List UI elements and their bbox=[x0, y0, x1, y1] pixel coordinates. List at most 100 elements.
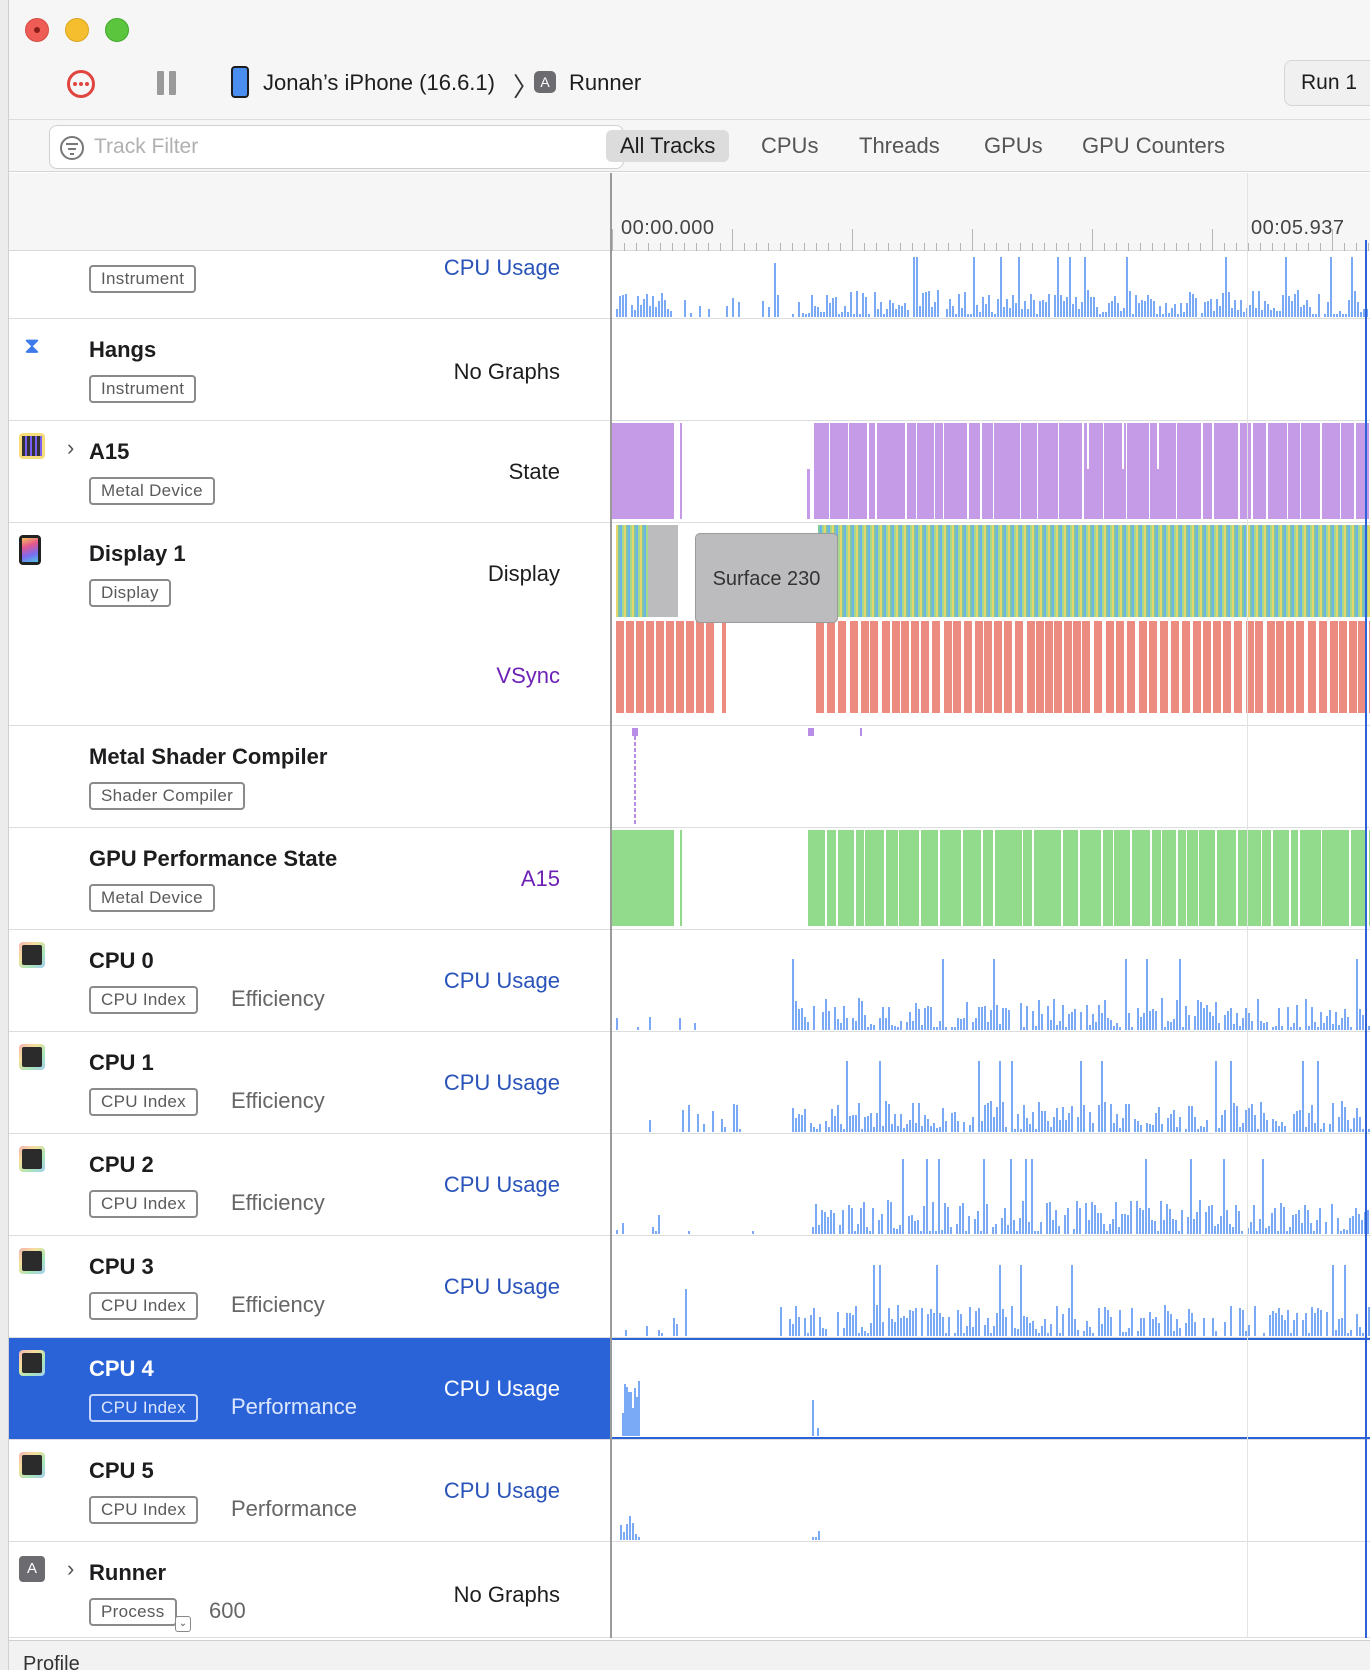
cpu-usage-bar bbox=[993, 1326, 995, 1336]
minimize-window-button[interactable] bbox=[65, 18, 89, 42]
track-filter-input[interactable] bbox=[94, 130, 614, 164]
cpu-usage-bar bbox=[1047, 1121, 1049, 1132]
disclosure-chevron-icon[interactable]: › bbox=[67, 435, 75, 460]
tab-cpus[interactable]: CPUs bbox=[761, 133, 819, 158]
column-splitter[interactable] bbox=[610, 173, 612, 1638]
cpu-usage-bar bbox=[1012, 295, 1014, 317]
playhead-marker[interactable] bbox=[1365, 240, 1367, 1638]
cpu-usage-bar bbox=[1187, 1217, 1189, 1234]
vsync-segment bbox=[827, 621, 835, 713]
track-graph-area[interactable] bbox=[612, 930, 1370, 1031]
vsync-segment bbox=[1073, 621, 1081, 713]
track-row-hangs[interactable]: ⧗ Hangs Instrument No Graphs bbox=[9, 319, 1370, 421]
cpu-usage-bar bbox=[626, 1387, 628, 1436]
track-graph-area[interactable] bbox=[612, 1134, 1370, 1235]
display-frame bbox=[1332, 525, 1334, 617]
track-graph-area[interactable]: Surface 230 bbox=[612, 523, 1370, 725]
close-window-button[interactable] bbox=[25, 18, 49, 42]
cpu-usage-bar bbox=[1057, 257, 1059, 317]
track-graph-area[interactable] bbox=[612, 1440, 1370, 1541]
cpu-usage-bar bbox=[816, 1129, 818, 1132]
track-graph-area[interactable] bbox=[612, 319, 1370, 420]
cpu-usage-bar bbox=[975, 1018, 977, 1030]
cpu-usage-bar bbox=[1179, 1328, 1181, 1336]
cpu-usage-bar bbox=[900, 1021, 902, 1030]
disclosure-chevron-icon[interactable]: › bbox=[67, 1556, 75, 1581]
track-row-runner[interactable]: A › Runner Process ⌄ 600 No Graphs bbox=[9, 1542, 1370, 1638]
timeline-ruler[interactable]: 00:00.000 00:05.937 bbox=[9, 173, 1370, 251]
cpu-usage-bar bbox=[1319, 1208, 1321, 1234]
display-frame bbox=[926, 525, 928, 617]
track-row-gpu-performance-state[interactable]: GPU Performance State Metal Device A15 bbox=[9, 828, 1370, 930]
track-row-metal-shader-compiler[interactable]: Metal Shader Compiler Shader Compiler bbox=[9, 726, 1370, 828]
graph-label[interactable]: CPU Usage bbox=[443, 1070, 560, 1095]
stop-recording-button[interactable] bbox=[67, 70, 95, 98]
state-segment bbox=[1240, 423, 1251, 519]
ruler-tick bbox=[1320, 243, 1321, 251]
track-row-cpu-1[interactable]: CPU 1 CPU Index Efficiency CPU Usage bbox=[9, 1032, 1370, 1134]
graph-label[interactable]: CPU Usage bbox=[443, 1376, 560, 1401]
cpu-usage-bar bbox=[896, 1229, 898, 1234]
title-bar: Jonah’s iPhone (16.6.1) 〉 A Runner Run 1 bbox=[9, 0, 1370, 120]
state-segment bbox=[808, 830, 825, 926]
track-row-cpu-3[interactable]: CPU 3 CPU Index Efficiency CPU Usage bbox=[9, 1236, 1370, 1338]
graph-label[interactable]: CPU Usage bbox=[443, 968, 560, 993]
target-app-selector[interactable]: Runner bbox=[569, 70, 642, 95]
process-tag-dropdown[interactable]: Process bbox=[89, 1598, 177, 1626]
track-graph-area[interactable] bbox=[612, 726, 1370, 827]
track-row-cpu-5[interactable]: CPU 5 CPU Index Performance CPU Usage bbox=[9, 1440, 1370, 1542]
cpu-usage-bar bbox=[697, 1114, 699, 1132]
chevron-down-icon[interactable]: ⌄ bbox=[175, 1616, 191, 1632]
cpu-usage-bar bbox=[970, 314, 972, 317]
display-frame bbox=[1062, 525, 1064, 617]
cpu-usage-bar bbox=[839, 1225, 841, 1234]
tab-threads[interactable]: Threads bbox=[859, 133, 940, 158]
graph-label[interactable]: CPU Usage bbox=[443, 255, 560, 280]
track-row-a15[interactable]: › A15 Metal Device State bbox=[9, 421, 1370, 523]
device-selector[interactable]: Jonah’s iPhone (16.6.1) bbox=[263, 70, 495, 95]
track-row-display-1[interactable]: Display 1 Display Display VSync Surface … bbox=[9, 523, 1370, 726]
cpu-usage-bar bbox=[872, 1208, 874, 1234]
tab-gpu-counters[interactable]: GPU Counters bbox=[1082, 133, 1226, 158]
cpu-usage-bar bbox=[849, 1116, 851, 1132]
track-row-cpu-usage-instrument[interactable]: Instrument CPU Usage bbox=[9, 251, 1370, 319]
track-graph-area[interactable] bbox=[612, 828, 1370, 929]
track-row-cpu-4[interactable]: CPU 4 CPU Index Performance CPU Usage bbox=[9, 1338, 1370, 1440]
track-row-cpu-2[interactable]: CPU 2 CPU Index Efficiency CPU Usage bbox=[9, 1134, 1370, 1236]
cpu-usage-bar bbox=[1296, 1005, 1298, 1030]
track-graph-area[interactable] bbox=[612, 421, 1370, 522]
cpu-usage-bar bbox=[1068, 1014, 1070, 1030]
tab-all-tracks[interactable]: All Tracks bbox=[606, 130, 730, 162]
cpu-usage-bar bbox=[1288, 296, 1290, 317]
cpu-usage-bar bbox=[1157, 1231, 1159, 1234]
detail-pane-label[interactable]: Profile bbox=[23, 1653, 80, 1670]
graph-label[interactable]: CPU Usage bbox=[443, 1274, 560, 1299]
cpu-usage-bar bbox=[837, 1105, 839, 1132]
display-frame bbox=[846, 525, 848, 617]
cpu-usage-bar bbox=[900, 1114, 902, 1132]
graph-label[interactable]: CPU Usage bbox=[443, 1478, 560, 1503]
cpu-usage-bar bbox=[881, 1214, 883, 1234]
display-frame bbox=[916, 525, 918, 617]
track-graph-area[interactable] bbox=[612, 251, 1370, 318]
cpu-usage-bar bbox=[1000, 257, 1002, 317]
track-graph-area[interactable] bbox=[612, 1338, 1370, 1439]
cpu-usage-bar bbox=[1059, 1021, 1061, 1030]
cpu-usage-bar bbox=[1018, 257, 1020, 317]
tab-gpus[interactable]: GPUs bbox=[984, 133, 1043, 158]
shader-compile-mark bbox=[634, 748, 636, 752]
cpu-usage-bar bbox=[1130, 1201, 1132, 1234]
graph-label[interactable]: CPU Usage bbox=[443, 1172, 560, 1197]
display-frame bbox=[1140, 525, 1142, 617]
cpu-usage-bar bbox=[813, 1127, 815, 1132]
track-row-cpu-0[interactable]: CPU 0 CPU Index Efficiency CPU Usage bbox=[9, 930, 1370, 1032]
pause-button[interactable] bbox=[157, 71, 177, 95]
zoom-window-button[interactable] bbox=[105, 18, 129, 42]
run-selector-button[interactable]: Run 1 bbox=[1284, 60, 1370, 106]
display-frame bbox=[1326, 525, 1328, 617]
track-graph-area[interactable] bbox=[612, 1032, 1370, 1133]
track-filter-field[interactable] bbox=[49, 125, 624, 169]
track-graph-area[interactable] bbox=[612, 1236, 1370, 1337]
track-graph-area[interactable] bbox=[612, 1542, 1370, 1637]
surface-block[interactable]: Surface 230 bbox=[695, 533, 838, 623]
